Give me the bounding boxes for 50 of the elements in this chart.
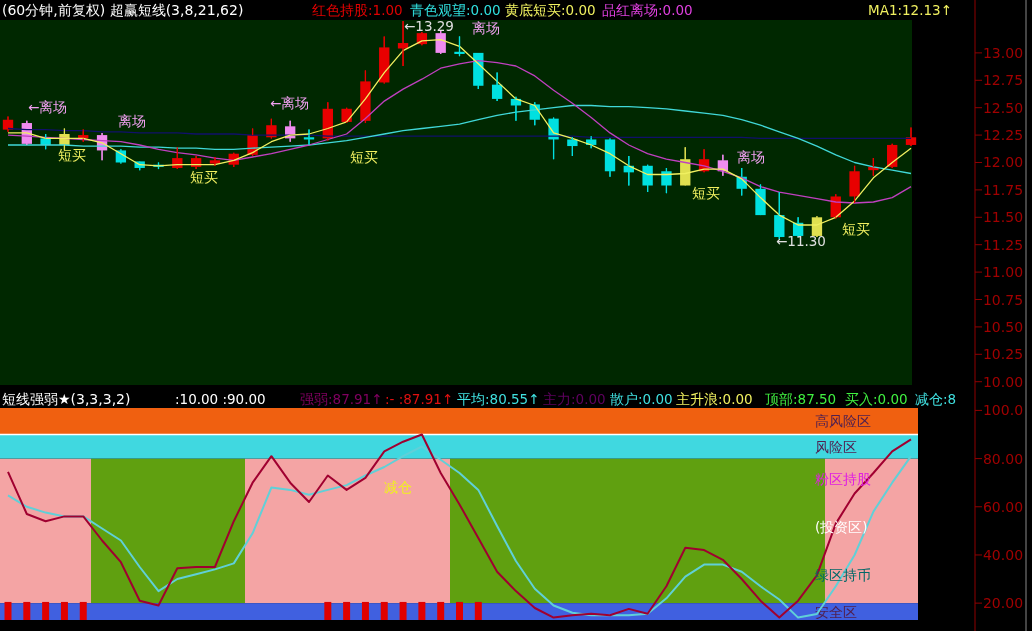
y-tick-label: 100.0 [982, 402, 1024, 419]
y-tick-label: 11.25 [982, 236, 1024, 253]
text: MA1:12.13↑ [868, 2, 952, 18]
annotation: ←离场 [28, 99, 68, 115]
annotation: ←离场 [270, 95, 310, 111]
y-tick-label: 11.50 [982, 209, 1024, 226]
text: 散户:0.00 [610, 391, 673, 407]
y-tick-label: 60.00 [982, 498, 1024, 515]
y-tick-label: 12.50 [982, 99, 1024, 116]
y-tick-label: 20.00 [982, 595, 1024, 612]
annotation: 短买 [842, 221, 870, 237]
text: 平均:80.55↑ [457, 391, 540, 407]
text: :- :87.91↑ [385, 391, 454, 407]
band-label: 风险区 [815, 438, 857, 455]
y-tick-label: 10.50 [982, 318, 1024, 335]
text: 顶部:87.50 [765, 391, 837, 407]
text: 强弱:87.91↑ [300, 391, 383, 407]
chart-title: 短线强弱★(3,3,3,2) [2, 391, 131, 407]
annotation: 离场 [472, 20, 500, 36]
text: 黄底短买:0.00 [505, 2, 596, 18]
annotation: ←13.29 [404, 18, 454, 34]
y-tick-label: 40.00 [982, 546, 1024, 563]
annotation: 短买 [190, 169, 218, 185]
chart-title: (60分钟,前复权) 超赢短线(3,8,21,62) [2, 2, 244, 18]
y-tick-label: 12.25 [982, 127, 1024, 144]
y-tick-label: 80.00 [982, 450, 1024, 467]
annotation: 短买 [350, 149, 378, 165]
annotation: 短买 [692, 185, 720, 201]
annotation: 离场 [118, 113, 146, 129]
text: 主力:0.00 [543, 391, 606, 407]
text: 红色持股:1.00 [312, 2, 403, 18]
text: 主升浪:0.00 [676, 391, 753, 407]
y-tick-label: 12.00 [982, 154, 1024, 171]
text: 青色观望:0.00 [410, 2, 501, 18]
y-tick-label: 10.25 [982, 346, 1024, 363]
y-tick-label: 12.75 [982, 72, 1024, 89]
y-tick-label: 10.75 [982, 291, 1024, 308]
annotation: 减仓 [384, 479, 412, 495]
text: 买入:0.00 [845, 391, 908, 407]
y-tick-label: 11.75 [982, 181, 1024, 198]
y-tick-label: 13.00 [982, 44, 1024, 61]
annotation: ←11.30 [776, 233, 826, 249]
annotation: 离场 [737, 149, 765, 165]
y-tick-label: 10.00 [982, 373, 1024, 390]
band-label: 高风险区 [815, 413, 871, 430]
text: :10.00 :90.00 [175, 391, 266, 407]
annotation: 短买 [58, 147, 86, 163]
text: 品红离场:0.00 [602, 2, 693, 18]
text: 减仓:8 [915, 391, 957, 407]
y-tick-label: 11.00 [982, 264, 1024, 281]
